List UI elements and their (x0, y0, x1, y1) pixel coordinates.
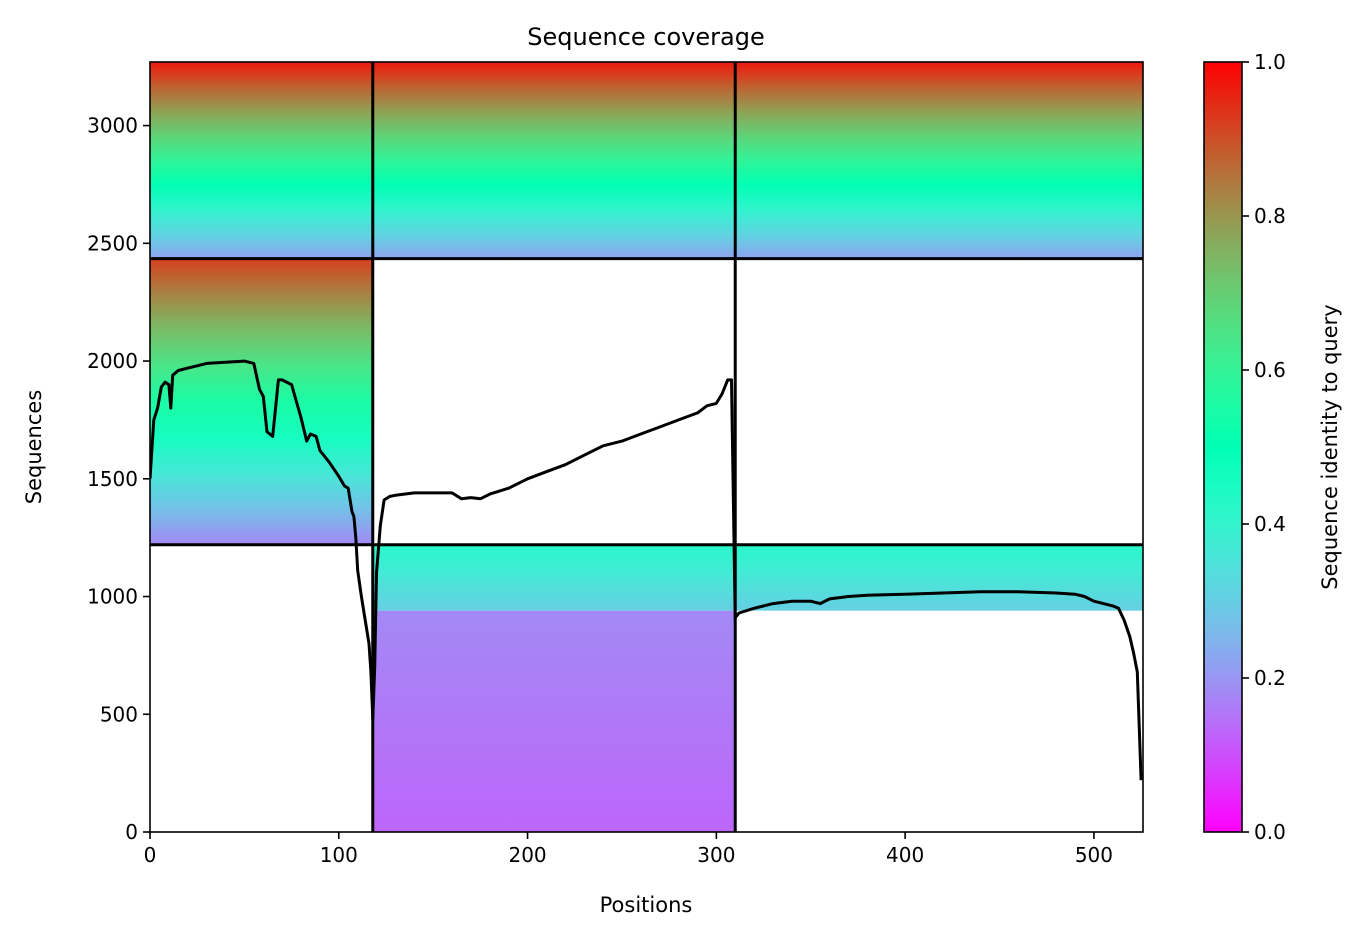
colorbar-tick-label: 0.2 (1254, 666, 1286, 690)
colorbar-label: Sequence identity to query (1318, 304, 1342, 589)
colorbar-tick-label: 0.6 (1254, 358, 1286, 382)
colorbar-gradient (1203, 61, 1243, 833)
coverage-block (372, 544, 736, 611)
y-tick-label: 500 (100, 702, 138, 726)
x-tick-label: 200 (508, 843, 546, 867)
coverage-block (372, 610, 736, 832)
y-axis-ticks: 0 500 1000 1500 2000 2500 3000 (87, 114, 150, 844)
colorbar-tick-label: 0.0 (1254, 820, 1286, 844)
y-tick-label: 3000 (87, 114, 138, 138)
x-tick-label: 100 (320, 843, 358, 867)
x-tick-label: 300 (697, 843, 735, 867)
coverage-block (372, 62, 1143, 259)
y-tick-label: 1500 (87, 467, 138, 491)
coverage-line-group (150, 359, 1143, 781)
y-tick-label: 2000 (87, 349, 138, 373)
x-tick-label: 400 (886, 843, 924, 867)
x-tick-label: 0 (144, 843, 157, 867)
y-tick-label: 2500 (87, 231, 138, 255)
y-tick-label: 1000 (87, 585, 138, 609)
colorbar-tick-label: 0.4 (1254, 512, 1286, 536)
x-axis-ticks: 0 100 200 300 400 500 (144, 832, 1113, 867)
coverage-block (150, 62, 373, 259)
x-tick-label: 500 (1075, 843, 1113, 867)
coverage-line (150, 359, 1143, 781)
coverage-block (735, 544, 1143, 611)
colorbar: 0.0 0.2 0.4 0.6 0.8 1.0 (1203, 50, 1286, 844)
colorbar-tick-label: 1.0 (1254, 50, 1286, 74)
colorbar-tick-label: 0.8 (1254, 204, 1286, 228)
x-axis-label: Positions (600, 893, 693, 917)
y-tick-label: 0 (125, 820, 138, 844)
coverage-block (150, 258, 373, 545)
coverage-blocks (150, 62, 1143, 832)
plot-frame (149, 61, 1144, 833)
chart-title: Sequence coverage (527, 23, 764, 51)
y-axis-label: Sequences (22, 390, 46, 505)
